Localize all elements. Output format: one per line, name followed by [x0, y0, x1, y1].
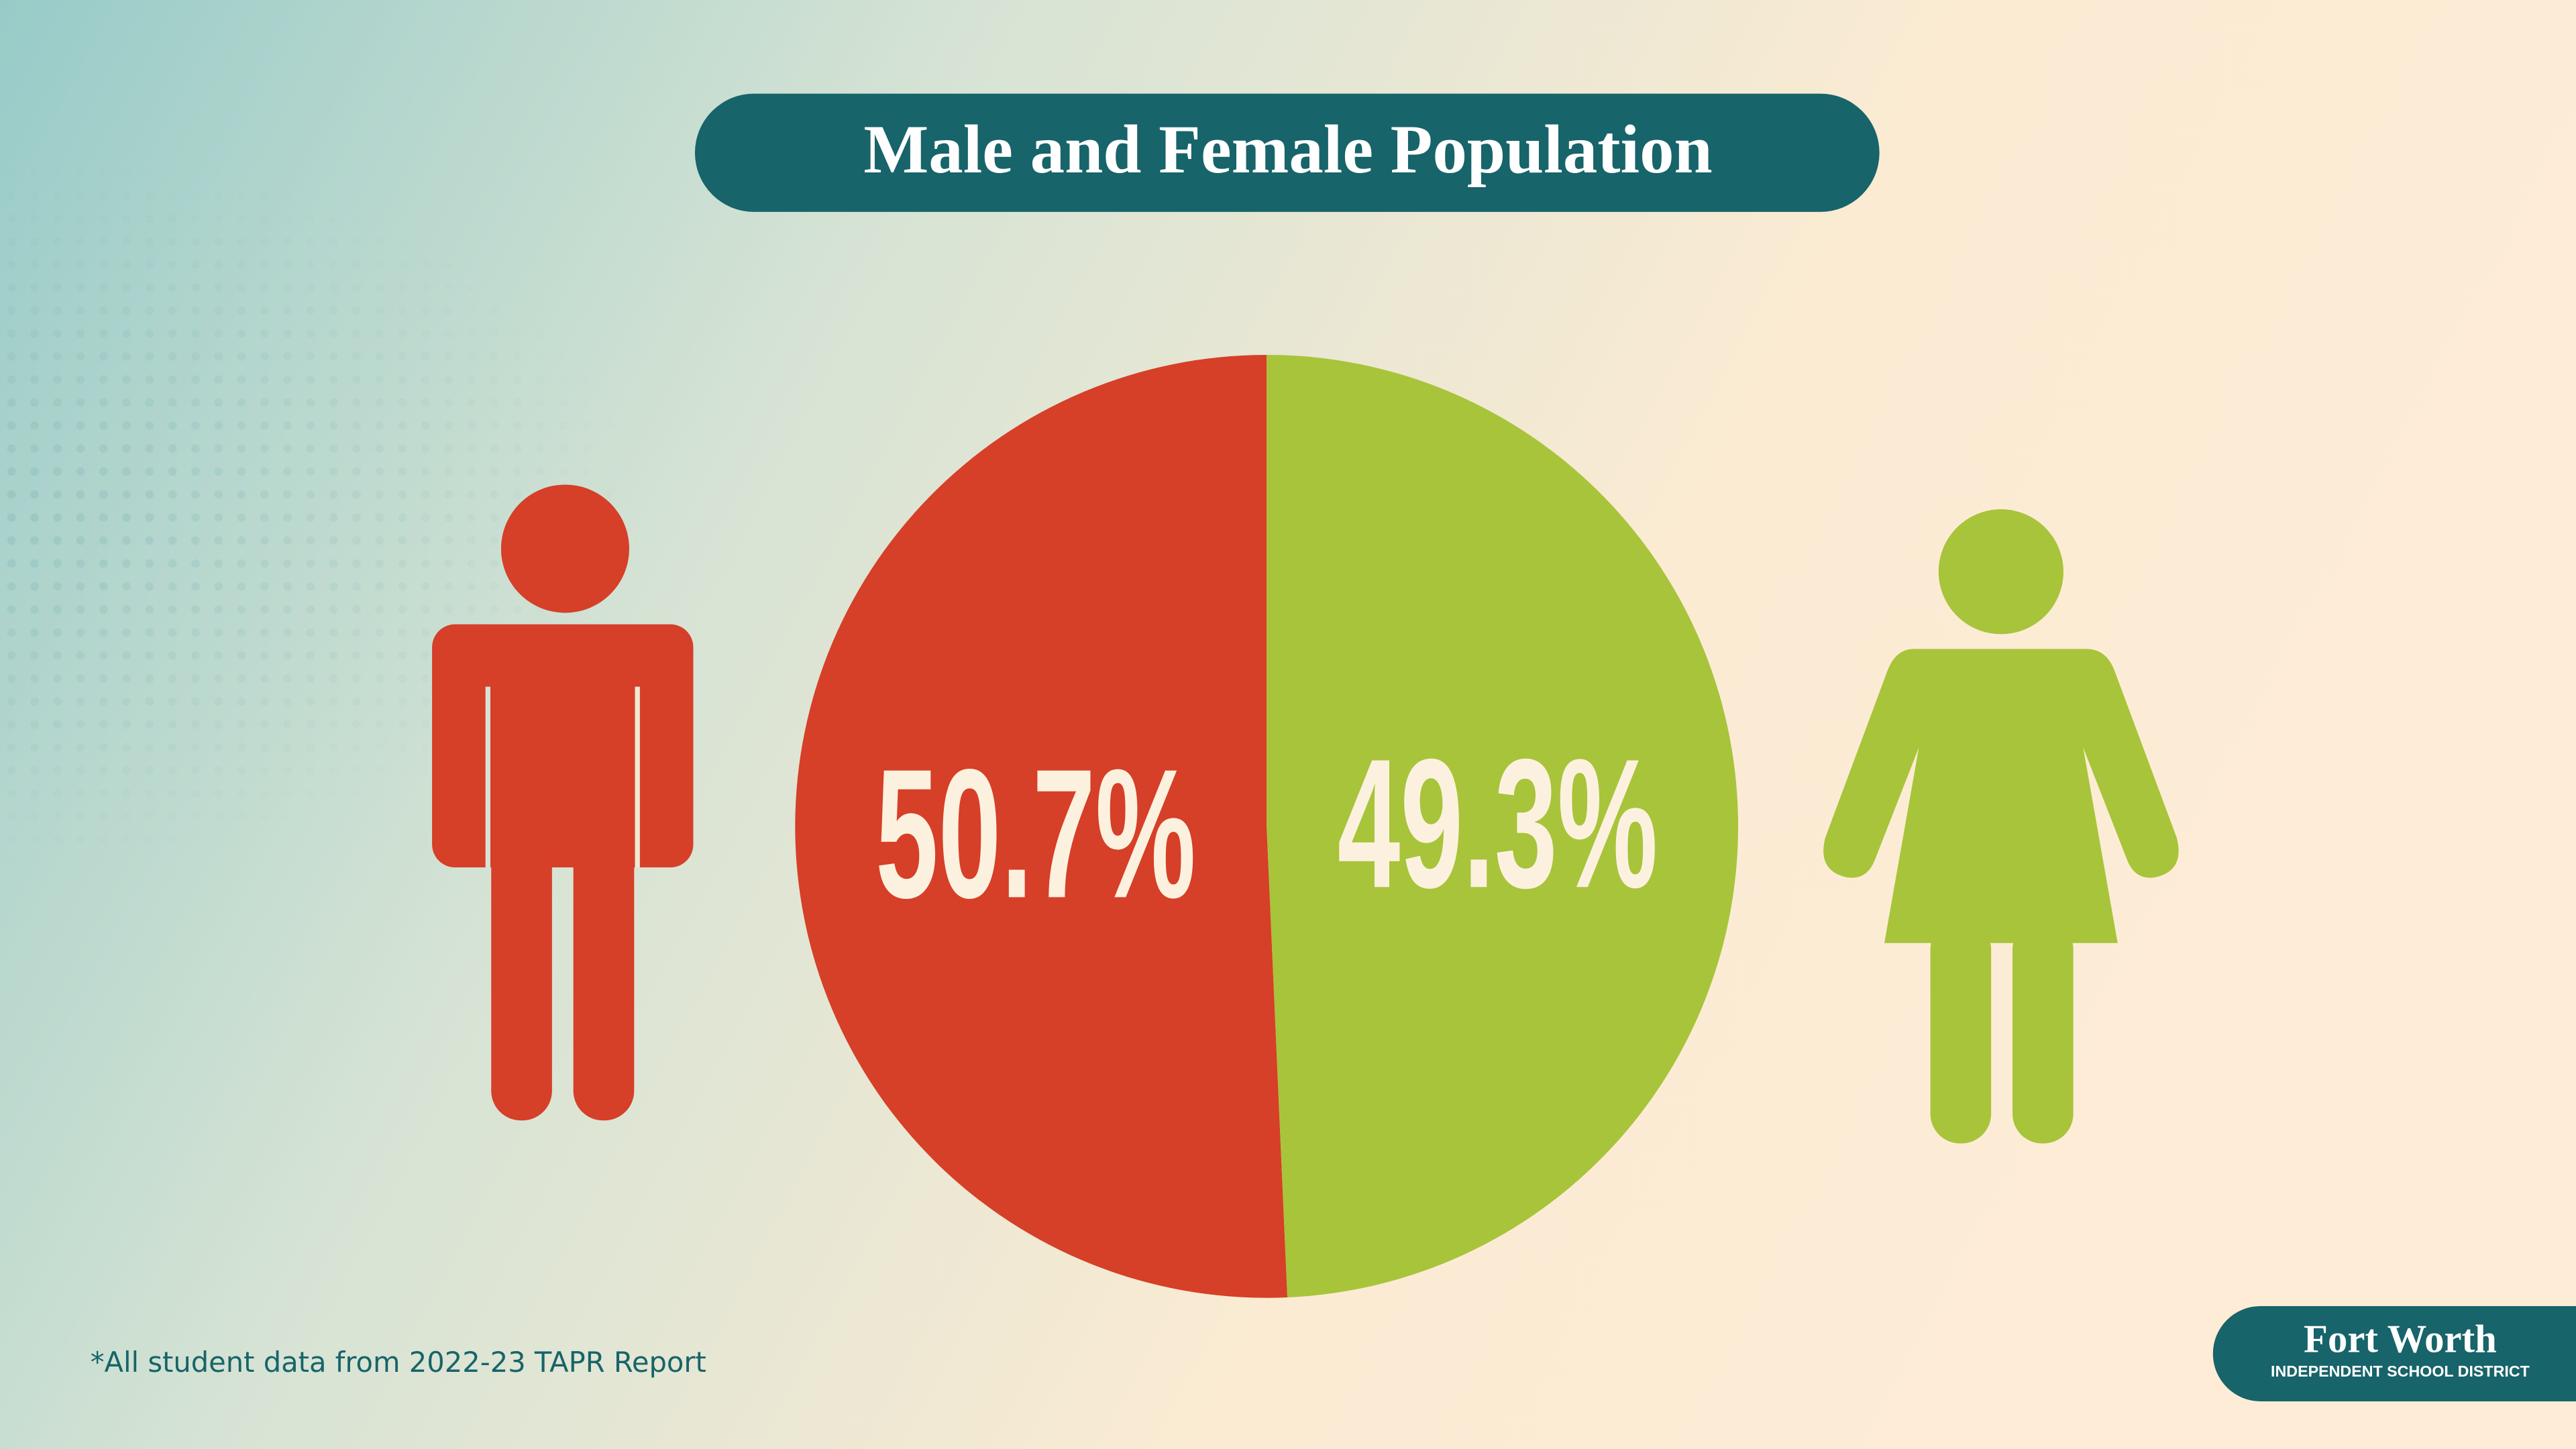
- female-icon: [1823, 509, 2179, 1144]
- logo-subtitle: INDEPENDENT SCHOOL DISTRICT: [2271, 1362, 2530, 1380]
- chart-title: Male and Female Population: [863, 111, 1713, 188]
- pie: 50.7% 49.3%: [795, 354, 1739, 1298]
- male-icon: [432, 484, 694, 1121]
- logo-pill: [2212, 1305, 2576, 1401]
- footnote: *All student data from 2022-23 TAPR Repo…: [91, 1346, 706, 1379]
- value-label: 49.3%: [1338, 721, 1658, 926]
- pie-slice: [795, 354, 1288, 1298]
- value-label: 50.7%: [875, 731, 1196, 936]
- title-pill: [694, 93, 1880, 212]
- pie-slice: [1267, 354, 1739, 1298]
- logo-name: Fort Worth: [2304, 1318, 2497, 1361]
